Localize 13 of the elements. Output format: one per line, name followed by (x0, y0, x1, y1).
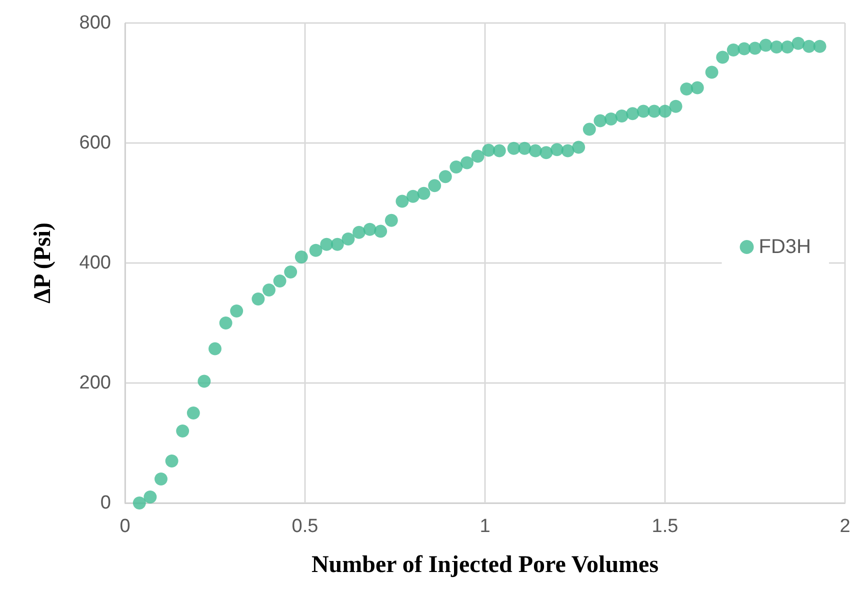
legend-label: FD3H (758, 236, 812, 258)
y-tick-label: 400 (79, 252, 111, 274)
y-tick-label: 800 (79, 12, 111, 34)
x-tick-label: 1 (480, 516, 490, 537)
y-tick-label: 0 (100, 492, 111, 514)
x-tick-label: 0.5 (292, 516, 318, 537)
y-tick-label: 200 (79, 372, 111, 394)
x-tick-label: 2 (840, 516, 850, 537)
y-axis-title: ΔP (Psi) (30, 222, 56, 304)
y-tick-label: 600 (79, 132, 111, 154)
x-tick-label: 0 (120, 516, 130, 537)
x-axis-title: Number of Injected Pore Volumes (311, 552, 659, 578)
x-tick-label: 1.5 (652, 516, 678, 537)
